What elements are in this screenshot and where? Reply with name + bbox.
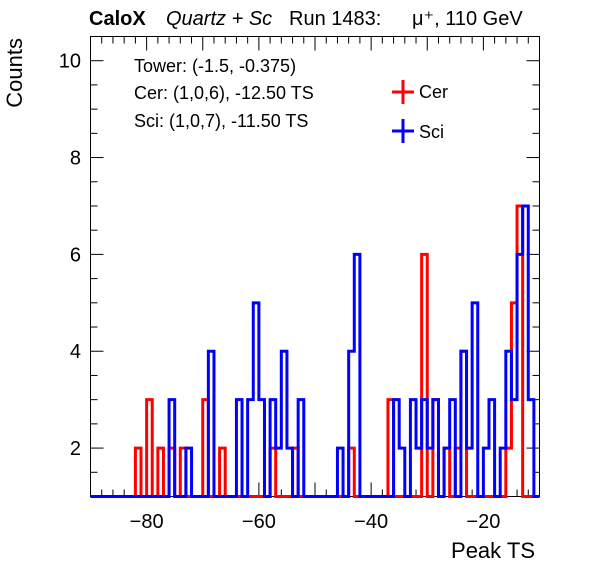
y-axis-title: Counts [2, 38, 27, 108]
legend: Cer Sci [392, 80, 448, 143]
cer-info-label: Cer: (1,0,6), -12.50 TS [134, 83, 314, 103]
histogram-sci [90, 204, 540, 498]
x-tick-label: −80 [130, 511, 164, 533]
info-box [118, 48, 368, 144]
x-tick-label: −40 [354, 511, 388, 533]
y-tick-label: 2 [70, 438, 81, 460]
y-tick-label: 4 [70, 341, 81, 363]
y-tick-label: 6 [70, 244, 81, 266]
run-label: Run 1483: [289, 8, 381, 30]
y-tick-label: 8 [70, 148, 81, 170]
legend-sci-marker [392, 119, 414, 143]
x-axis-title: Peak TS [451, 538, 535, 563]
tower-label: Tower: (-1.5, -0.375) [134, 56, 296, 76]
beam-label: μ⁺, 110 GeV [412, 8, 523, 30]
legend-sci-label: Sci [419, 122, 444, 142]
experiment-label: CaloX [89, 8, 146, 30]
legend-cer-label: Cer [419, 82, 448, 102]
config-label: Quartz + Sc [166, 8, 272, 30]
histogram-series [90, 204, 540, 498]
x-tick-label: −20 [466, 511, 500, 533]
x-tick-label: −60 [242, 511, 276, 533]
y-tick-label: 10 [59, 51, 81, 73]
y-axis: 2 4 6 8 10 [59, 36, 540, 497]
legend-cer-marker [392, 80, 414, 104]
sci-info-label: Sci: (1,0,7), -11.50 TS [134, 111, 308, 131]
